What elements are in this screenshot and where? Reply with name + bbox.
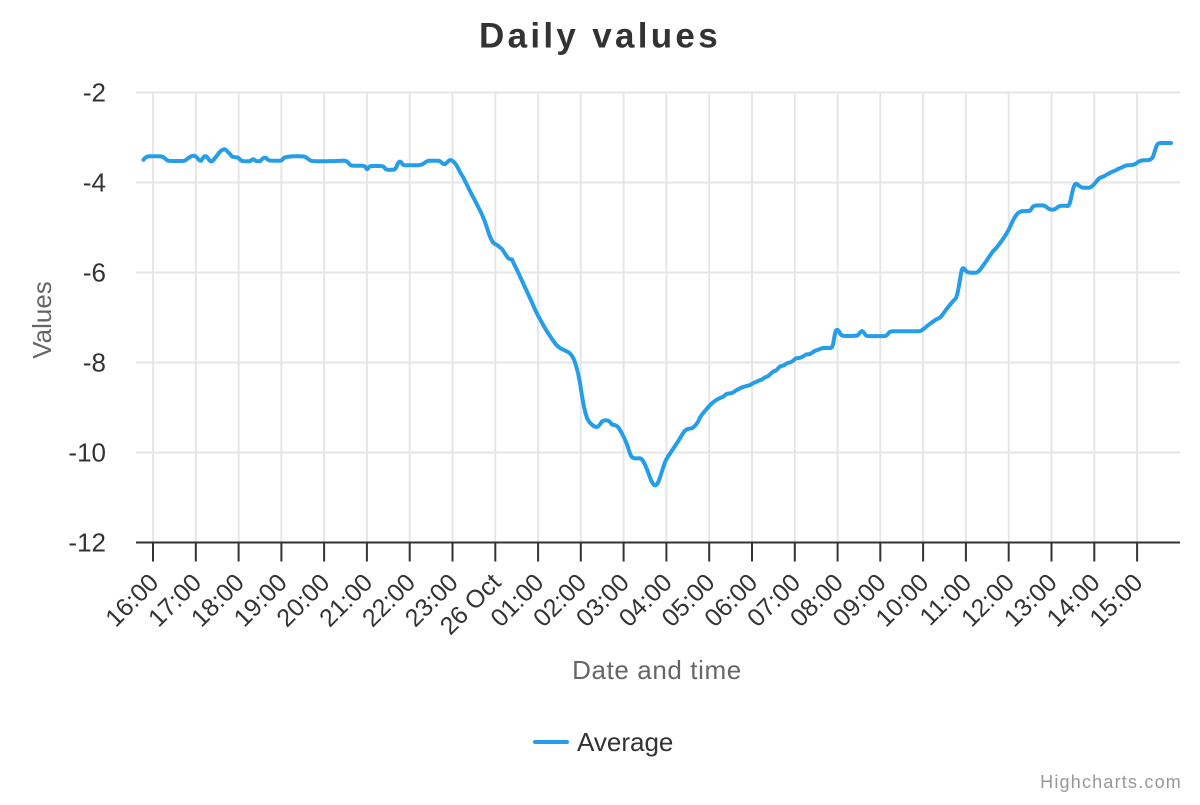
svg-text:Date and time: Date and time bbox=[572, 655, 742, 685]
svg-text:Highcharts.com: Highcharts.com bbox=[1040, 772, 1182, 792]
svg-text:-6: -6 bbox=[83, 258, 106, 288]
svg-text:-12: -12 bbox=[68, 528, 106, 558]
svg-text:-4: -4 bbox=[83, 168, 106, 198]
svg-text:Values: Values bbox=[27, 281, 57, 359]
svg-text:Average: Average bbox=[577, 727, 673, 757]
svg-text:-2: -2 bbox=[83, 78, 106, 108]
svg-text:Daily values: Daily values bbox=[479, 17, 721, 56]
svg-text:-10: -10 bbox=[68, 438, 106, 468]
svg-text:-8: -8 bbox=[83, 348, 106, 378]
